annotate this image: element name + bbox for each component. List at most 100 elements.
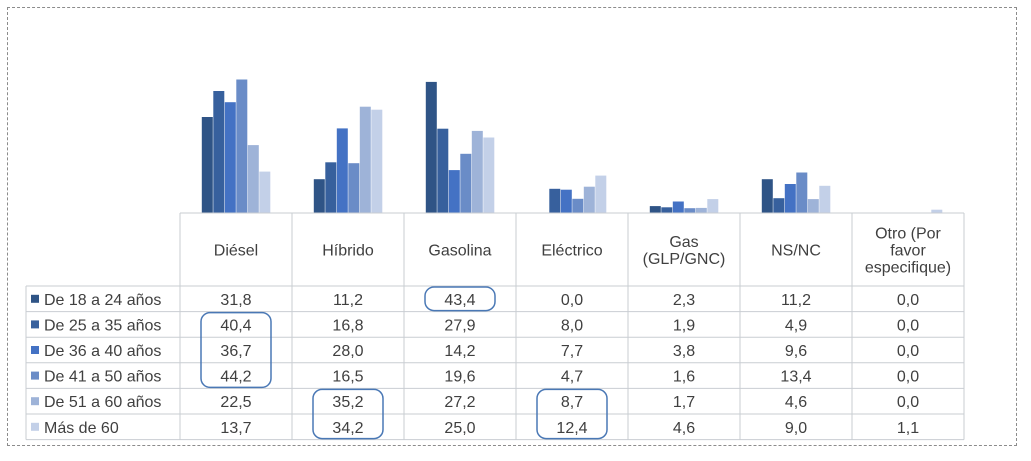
bar-gasolina-mas-de-60	[483, 137, 495, 213]
bar-diesel-mas-de-60	[259, 171, 271, 213]
highlight-box-diesel	[200, 311, 272, 389]
category-label-gasolina: Gasolina	[428, 243, 491, 260]
data-label-hibrido-de-41-a-50-anos: 16,5	[332, 369, 363, 386]
bar-gasolina-de-41-a-50-anos	[460, 153, 472, 213]
bar-hibrido-de-51-a-60-anos	[359, 106, 371, 213]
data-label-gas-glp-gnc-de-18-a-24-anos: 2,3	[673, 292, 695, 309]
legend-label-de-51-a-60-anos: De 51 a 60 años	[44, 394, 161, 411]
data-label-diesel-de-36-a-40-anos: 36,7	[220, 343, 251, 360]
data-label-ns-nc-de-41-a-50-anos: 13,4	[780, 369, 811, 386]
bar-electrico-de-36-a-40-anos	[560, 189, 572, 213]
bar-ns-nc-de-51-a-60-anos	[807, 199, 819, 213]
data-label-gas-glp-gnc-de-25-a-35-anos: 1,9	[673, 317, 695, 334]
data-table: Diésel Híbrido Gasolina Eléctrico Gas (GLP/GN…	[25, 212, 965, 441]
bar-diesel-de-51-a-60-anos	[247, 145, 259, 214]
bar-gasolina-de-18-a-24-anos	[425, 81, 437, 214]
bar-diesel-de-18-a-24-anos	[201, 117, 213, 213]
category-label-gas-glp-gnc: Gas (GLP/GNC)	[643, 234, 726, 268]
data-label-gasolina-de-41-a-50-anos: 19,6	[444, 369, 475, 386]
bar-diesel-de-36-a-40-anos	[224, 102, 236, 213]
chart-frame	[7, 7, 1017, 446]
bar-diesel-de-25-a-35-anos	[213, 91, 225, 213]
bar-hibrido-mas-de-60	[371, 109, 383, 213]
legend-label-de-18-a-24-anos: De 18 a 24 años	[44, 292, 161, 309]
data-label-electrico-de-41-a-50-anos: 4,7	[561, 369, 583, 386]
data-label-gasolina-de-36-a-40-anos: 14,2	[444, 343, 475, 360]
legend-label-de-25-a-35-anos: De 25 a 35 años	[44, 317, 161, 334]
highlight-boxes	[200, 286, 608, 440]
bar-ns-nc-de-36-a-40-anos	[784, 184, 796, 213]
data-label-otro-por-favor-especifique-de-41-a-50-anos: 0,0	[897, 369, 919, 386]
data-label-gas-glp-gnc-mas-de-60: 4,6	[673, 420, 695, 437]
legend-key-de-18-a-24-anos	[31, 294, 39, 303]
data-label-gas-glp-gnc-de-36-a-40-anos: 3,8	[673, 343, 695, 360]
data-label-electrico-de-51-a-60-anos: 8,7	[561, 394, 583, 411]
data-label-hibrido-de-18-a-24-anos: 11,2	[333, 292, 363, 309]
data-label-hibrido-de-36-a-40-anos: 28,0	[332, 343, 363, 360]
data-label-ns-nc-mas-de-60: 9,0	[785, 420, 807, 437]
bar-gas-glp-gnc-de-41-a-50-anos	[684, 208, 696, 213]
category-label-hibrido: Híbrido	[322, 243, 374, 260]
bar-ns-nc-de-41-a-50-anos	[796, 172, 808, 213]
data-label-ns-nc-de-51-a-60-anos: 4,6	[785, 394, 807, 411]
data-label-gas-glp-gnc-de-41-a-50-anos: 1,6	[673, 369, 695, 386]
bar-electrico-mas-de-60	[595, 175, 607, 213]
category-label-electrico: Eléctrico	[541, 243, 602, 260]
bar-hibrido-de-18-a-24-anos	[313, 179, 325, 213]
legend-label-de-36-a-40-anos: De 36 a 40 años	[44, 343, 161, 360]
data-label-gasolina-de-25-a-35-anos: 27,9	[444, 317, 475, 334]
data-label-gasolina-mas-de-60: 25,0	[444, 420, 475, 437]
bar-hibrido-de-25-a-35-anos	[325, 162, 337, 213]
data-label-diesel-de-51-a-60-anos: 22,5	[220, 394, 251, 411]
highlight-box-hibrido	[312, 388, 384, 440]
data-label-hibrido-de-25-a-35-anos: 16,8	[332, 317, 363, 334]
highlight-box-electrico	[536, 388, 608, 440]
data-label-diesel-de-41-a-50-anos: 44,2	[220, 369, 251, 386]
bar-ns-nc-de-25-a-35-anos	[773, 198, 785, 213]
data-label-otro-por-favor-especifique-de-18-a-24-anos: 0,0	[897, 292, 919, 309]
bar-gas-glp-gnc-mas-de-60	[707, 199, 719, 213]
bar-electrico-de-51-a-60-anos	[583, 186, 595, 213]
bar-diesel-de-41-a-50-anos	[236, 79, 248, 213]
data-label-hibrido-de-51-a-60-anos: 35,2	[332, 394, 363, 411]
data-label-otro-por-favor-especifique-mas-de-60: 1,1	[897, 420, 919, 437]
data-label-electrico-mas-de-60: 12,4	[556, 420, 587, 437]
data-label-gasolina-de-18-a-24-anos: 43,4	[444, 292, 475, 309]
legend-key-de-25-a-35-anos	[31, 320, 39, 329]
data-label-diesel-de-18-a-24-anos: 31,8	[220, 292, 251, 309]
bar-gas-glp-gnc-de-36-a-40-anos	[672, 201, 684, 213]
category-label-otro-por-favor-especifique: Otro (Por favor especifique)	[865, 226, 951, 277]
data-label-ns-nc-de-36-a-40-anos: 9,6	[785, 343, 807, 360]
data-label-ns-nc-de-18-a-24-anos: 11,2	[781, 292, 811, 309]
bar-gas-glp-gnc-de-18-a-24-anos	[649, 206, 661, 213]
bar-electrico-de-41-a-50-anos	[572, 198, 584, 213]
bar-hibrido-de-41-a-50-anos	[348, 163, 360, 213]
data-label-electrico-de-36-a-40-anos: 7,7	[561, 343, 583, 360]
bar-gasolina-de-25-a-35-anos	[437, 128, 449, 213]
data-label-gas-glp-gnc-de-51-a-60-anos: 1,7	[673, 394, 695, 411]
bar-gas-glp-gnc-de-51-a-60-anos	[695, 207, 707, 213]
bar-ns-nc-de-18-a-24-anos	[761, 179, 773, 213]
bar-gas-glp-gnc-de-25-a-35-anos	[661, 207, 673, 213]
bar-electrico-de-25-a-35-anos	[549, 188, 561, 213]
bar-gasolina-de-51-a-60-anos	[471, 130, 483, 213]
bar-gasolina-de-36-a-40-anos	[448, 170, 460, 213]
data-label-ns-nc-de-25-a-35-anos: 4,9	[785, 317, 807, 334]
data-label-diesel-mas-de-60: 13,7	[220, 420, 251, 437]
legend-key-mas-de-60	[31, 422, 39, 431]
legend-label-de-41-a-50-anos: De 41 a 50 años	[44, 369, 161, 386]
highlight-box-gasolina	[424, 286, 496, 312]
category-label-ns-nc: NS/NC	[771, 243, 821, 260]
data-label-otro-por-favor-especifique-de-51-a-60-anos: 0,0	[897, 394, 919, 411]
bars-layer	[201, 79, 943, 214]
data-label-otro-por-favor-especifique-de-36-a-40-anos: 0,0	[897, 343, 919, 360]
legend-key-de-51-a-60-anos	[31, 397, 39, 406]
data-label-hibrido-mas-de-60: 34,2	[332, 420, 363, 437]
legend-key-de-36-a-40-anos	[31, 346, 39, 354]
bar-ns-nc-mas-de-60	[819, 185, 831, 213]
data-label-diesel-de-25-a-35-anos: 40,4	[220, 317, 251, 334]
category-label-diesel: Diésel	[214, 243, 258, 260]
data-label-otro-por-favor-especifique-de-25-a-35-anos: 0,0	[897, 317, 919, 334]
data-label-electrico-de-25-a-35-anos: 8,0	[561, 317, 583, 334]
